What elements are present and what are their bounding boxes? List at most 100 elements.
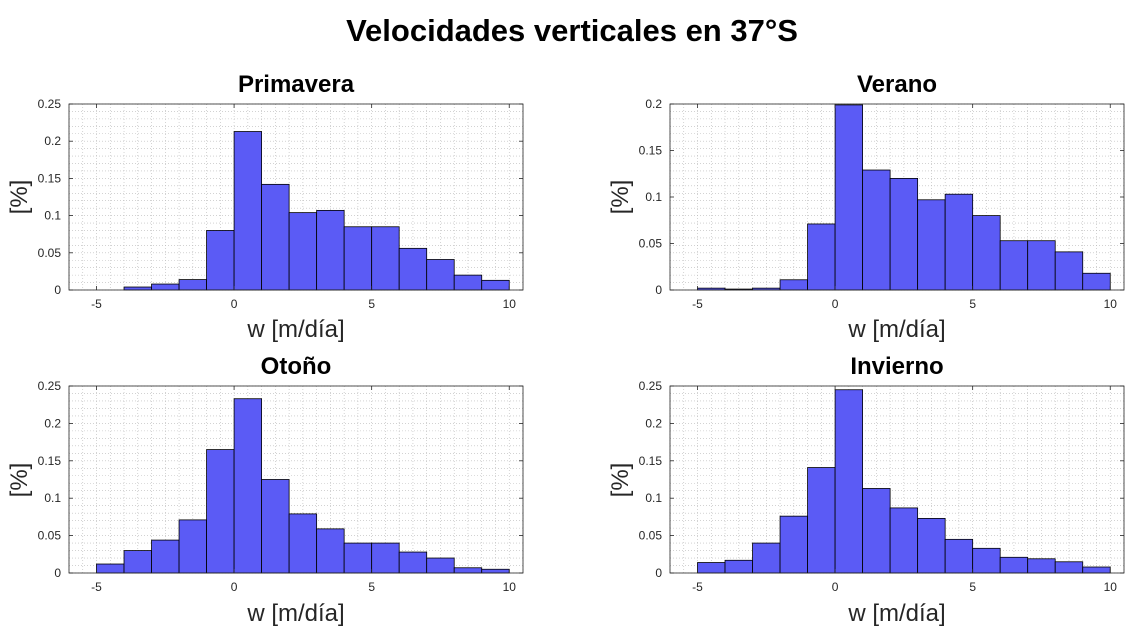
x-tick-label: 5 [969,297,976,311]
histogram-bar [972,547,1001,574]
histogram-bar [862,169,891,291]
plot-area: -5 0 5 10 0 0.05 0.1 0.15 0.2 [639,97,1125,311]
y-axis-label: [%] [6,180,33,215]
panel-verano: Verano w [m/día] [%] -5 0 5 10 0 0.05 0.1 0.15 0… [607,71,1125,343]
histogram-bar [999,240,1029,291]
axes-frame [68,103,524,291]
histogram-bar [288,212,318,291]
histogram-bar [371,226,400,291]
y-tick-label: 0 [54,566,61,580]
y-axis-label: [%] [6,463,33,498]
histogram-bar [917,199,946,291]
histogram-bar [1054,561,1084,574]
histogram-bar [807,467,836,574]
y-tick-label: 0 [54,283,61,297]
histogram-bar [178,279,207,291]
plot-area: -5 0 5 10 0 0.05 0.1 0.15 0.2 0.25 [38,97,524,311]
x-tick-label: 10 [503,297,517,311]
histogram-bar [178,519,207,574]
histogram-bar [862,488,891,574]
histogram-bar [288,513,318,574]
histogram-bar [481,568,510,574]
y-axis-label: [%] [607,180,634,215]
x-tick-label: 10 [503,580,517,594]
histogram-bar [426,557,455,574]
histogram-bar [752,542,781,574]
axes-frame [669,385,1125,574]
histogram-bar [453,274,483,291]
y-tick-label: 0.15 [639,144,663,158]
histogram-bar [206,230,235,291]
axes-frame [68,385,524,574]
y-tick-label: 0.1 [645,190,662,204]
x-tick-label: 0 [832,297,839,311]
x-axis-label: w [m/día] [847,600,945,627]
histogram-bar [123,286,152,291]
y-tick-label: 0.15 [639,454,663,468]
histogram-bar [697,562,726,574]
y-axis-label: [%] [607,463,634,498]
x-axis-label: w [m/día] [246,316,344,343]
y-tick-label: 0.05 [639,529,663,543]
histogram-bar [206,449,235,574]
histogram-bar [779,279,808,291]
x-tick-label: 10 [1104,297,1118,311]
histogram-bar [944,193,974,291]
y-tick-label: 0.2 [645,97,662,111]
y-tick-label: 0.15 [38,171,62,185]
histogram-bar [481,279,510,291]
histogram-bar [343,542,373,574]
x-tick-label: 5 [368,297,375,311]
panel-title: Invierno [850,353,943,380]
histogram-bar [1054,251,1084,291]
y-tick-label: 0 [655,566,662,580]
histogram-bar [779,515,808,574]
histogram-bar [151,539,180,574]
panel-invierno: Invierno w [m/día] [%] -5 0 5 10 0 0.05 0.1 0.1… [607,353,1125,627]
histogram-bar [724,559,753,574]
x-tick-label: -5 [692,580,703,594]
histogram-bar [944,538,974,574]
histogram-bar [123,550,152,574]
histogram-bar [889,177,919,291]
histogram-bar [371,542,400,574]
histogram-bar [398,551,428,574]
histogram-bar [233,398,263,574]
x-tick-label: 5 [368,580,375,594]
y-tick-label: 0.25 [38,379,62,393]
y-tick-label: 0.1 [44,209,61,223]
y-tick-label: 0.05 [639,237,663,251]
histogram-bar [999,556,1029,574]
y-tick-label: 0.25 [639,379,663,393]
x-tick-label: 10 [1104,580,1118,594]
histogram-bar [834,104,864,291]
histogram-bar [807,223,836,291]
panel-title: Primavera [238,71,355,98]
y-tick-label: 0.15 [38,454,62,468]
histogram-bar [316,528,345,574]
histogram-bar [426,259,455,291]
histogram-bar [834,389,864,574]
y-tick-label: 0 [655,283,662,297]
x-axis-label: w [m/día] [847,316,945,343]
histogram-bar [261,183,290,291]
histogram-bar [1027,558,1056,574]
histogram-bar [1082,566,1111,574]
histogram-bar [889,507,919,574]
y-tick-label: 0.2 [44,134,61,148]
y-tick-label: 0.1 [645,491,662,505]
y-tick-label: 0.2 [44,416,61,430]
histogram-bar [343,226,373,291]
plot-area: -5 0 5 10 0 0.05 0.1 0.15 0.2 0.25 [639,379,1125,594]
histogram-bar [96,563,125,574]
figure-title: Velocidades verticales en 37°S [346,13,798,48]
y-tick-label: 0.1 [44,491,61,505]
x-tick-label: -5 [91,297,102,311]
histogram-bar [917,517,946,574]
panel-title: Verano [857,71,937,98]
plot-area: -5 0 5 10 0 0.05 0.1 0.15 0.2 0.25 [38,379,524,594]
x-tick-label: 0 [231,297,238,311]
histogram-bar [1082,272,1111,291]
y-tick-label: 0.25 [38,97,62,111]
